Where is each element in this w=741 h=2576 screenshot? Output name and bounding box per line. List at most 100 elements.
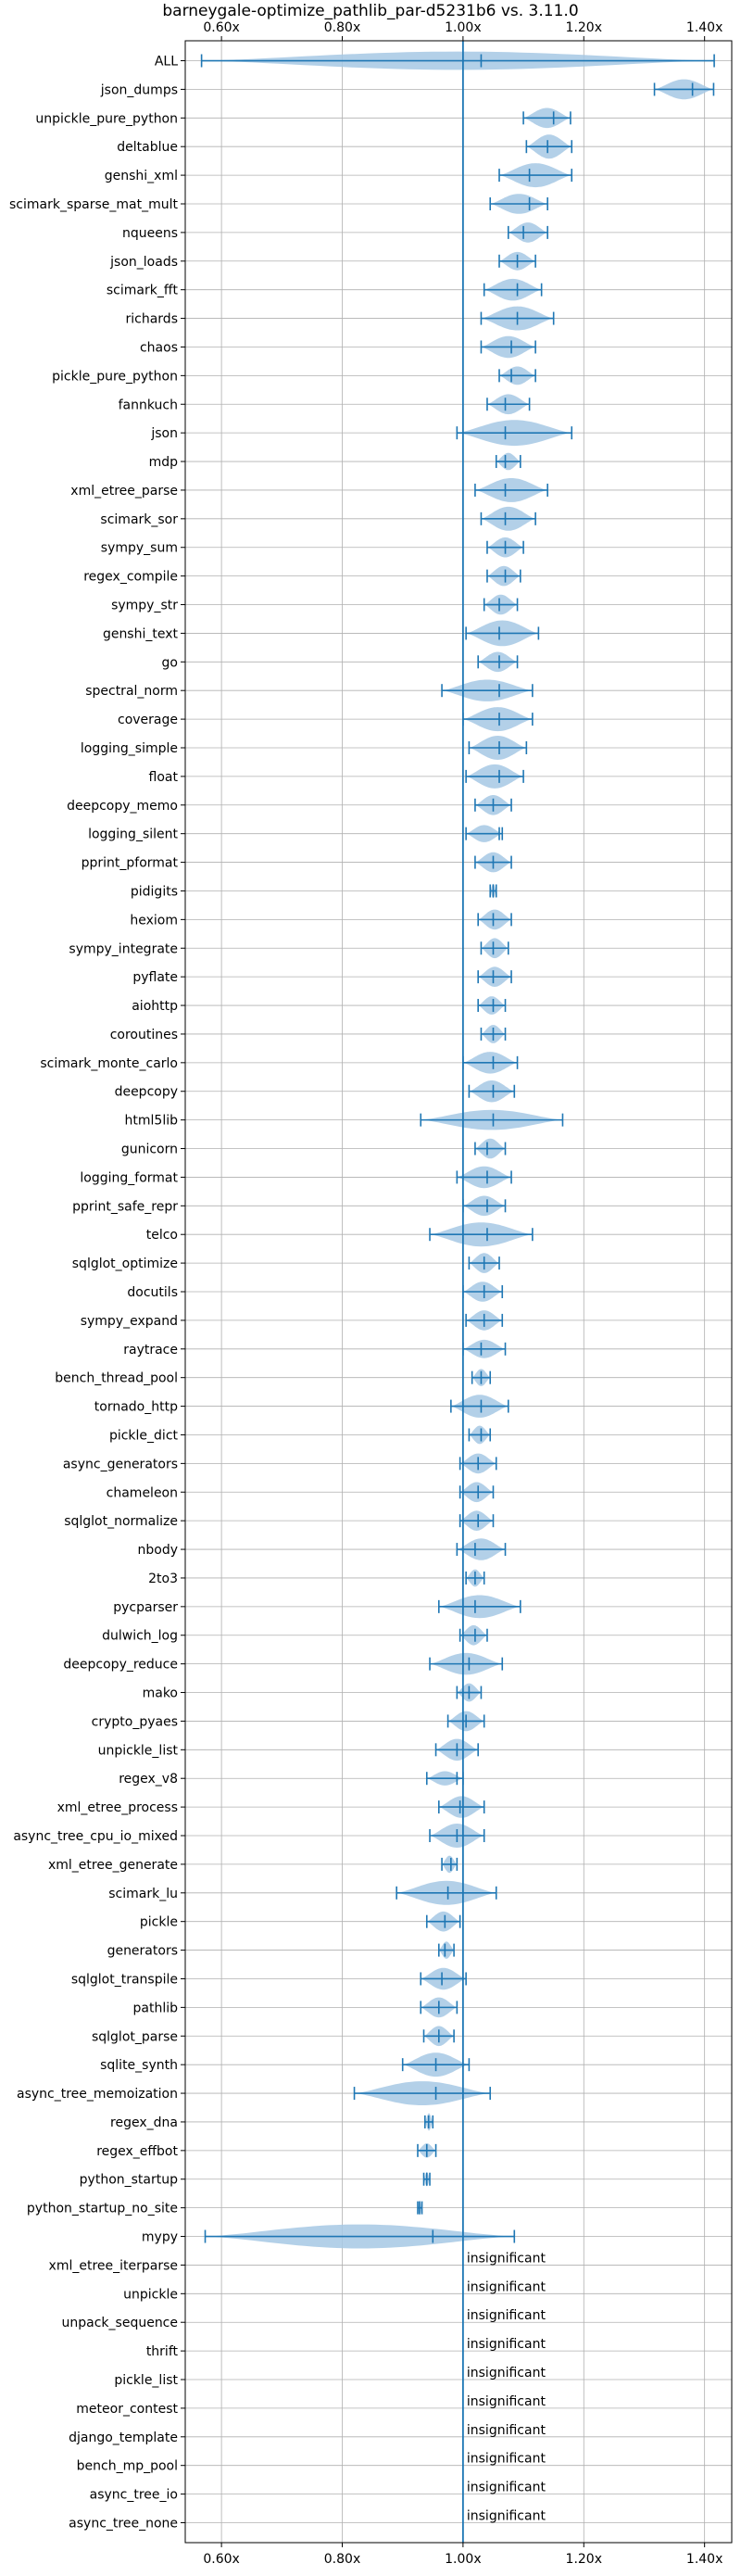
row-label: spectral_norm	[85, 684, 178, 699]
row-label: logging_simple	[81, 741, 178, 756]
insignificant-annotation: insignificant	[467, 2508, 546, 2523]
row-labels: ALL json_dumps unpickle_pure_pythondeltabl…	[9, 55, 178, 2532]
row-label: richards	[126, 312, 179, 327]
row-label: pycparser	[113, 1600, 178, 1615]
chart-title: barneygale-optimize_pathlib_par-d5231b6 …	[162, 2, 578, 20]
row-label: thrift	[146, 2344, 179, 2359]
row-label: regex_effbot	[96, 2144, 178, 2159]
row-label: unpickle	[123, 2287, 178, 2302]
row-label: chaos	[140, 340, 178, 355]
x-tick-label-top: 0.60x	[203, 20, 239, 35]
row-label: sympy_expand	[81, 1314, 178, 1329]
x-tick-label-bottom: 1.20x	[566, 2552, 602, 2567]
row-label: raytrace	[123, 1343, 178, 1357]
row-label: unpickle_pure_python	[35, 111, 178, 126]
row-label: dulwich_log	[102, 1629, 178, 1644]
row-label: ALL	[155, 55, 178, 69]
row-label: sqlglot_parse	[92, 2029, 178, 2044]
row-label: async_tree_cpu_io_mixed	[13, 1829, 178, 1844]
insignificant-annotation: insignificant	[467, 2366, 546, 2380]
row-label: html5lib	[125, 1114, 179, 1129]
insignificant-annotation: insignificant	[467, 2337, 546, 2352]
row-label: scimark_fft	[107, 284, 179, 298]
row-label: async_generators	[63, 1457, 178, 1471]
row-label: pickle_pure_python	[52, 369, 178, 384]
row-label: mypy	[142, 2230, 178, 2245]
row-label: sqlite_synth	[100, 2058, 178, 2073]
row-label: go	[162, 655, 178, 670]
row-label: sqlglot_normalize	[64, 1514, 178, 1529]
row-label: crypto_pyaes	[92, 1714, 178, 1729]
insignificant-annotation: insignificant	[467, 2394, 546, 2409]
row-label: sympy_str	[111, 599, 178, 613]
row-label: pathlib	[133, 2001, 179, 2015]
row-label: json_dumps	[100, 82, 178, 97]
row-label: xml_etree_iterparse	[49, 2258, 178, 2273]
x-tick-label-top: 0.80x	[324, 20, 360, 35]
row-label: deltablue	[117, 140, 178, 155]
insignificant-annotation: insignificant	[467, 2481, 546, 2495]
row-label: python_startup_no_site	[27, 2202, 178, 2216]
row-label: regex_v8	[119, 1772, 178, 1787]
insignificant-annotation: insignificant	[467, 2452, 546, 2467]
row-label: xml_etree_parse	[70, 484, 178, 499]
row-label: fannkuch	[119, 398, 178, 412]
x-tick-label-top: 1.40x	[686, 20, 722, 35]
row-label: scimark_sparse_mat_mult	[9, 197, 178, 212]
row-label: sqlglot_optimize	[72, 1256, 178, 1271]
x-tick-label-bottom: 1.40x	[686, 2552, 722, 2567]
row-label: scimark_sor	[100, 512, 178, 527]
row-label: django_template	[69, 2431, 178, 2445]
row-label: pidigits	[131, 884, 178, 899]
row-label: regex_compile	[83, 570, 178, 585]
row-label: mako	[143, 1686, 178, 1701]
row-label: scimark_monte_carlo	[40, 1056, 178, 1071]
row-label: xml_etree_generate	[48, 1858, 178, 1873]
row-label: unpickle_list	[98, 1743, 179, 1758]
row-label: nqueens	[122, 226, 178, 241]
row-label: async_tree_memoization	[17, 2087, 178, 2102]
row-label: genshi_text	[103, 626, 179, 641]
insignificant-annotation: insignificant	[467, 2279, 546, 2294]
row-label: logging_silent	[88, 827, 178, 842]
row-label: unpack_sequence	[62, 2316, 178, 2330]
row-label: json_loads	[109, 255, 178, 270]
row-label: sympy_sum	[101, 541, 178, 556]
insignificant-annotation: insignificant	[467, 2423, 546, 2438]
row-label: async_tree_none	[69, 2516, 178, 2531]
row-label: deepcopy	[115, 1085, 178, 1100]
row-label: pickle_list	[114, 2373, 178, 2388]
row-label: 2to3	[148, 1572, 178, 1586]
row-label: coroutines	[110, 1028, 178, 1042]
row-label: coverage	[118, 713, 178, 727]
x-tick-label-top: 1.20x	[566, 20, 602, 35]
x-tick-label-top: 1.00x	[445, 20, 481, 35]
grid-layer	[185, 41, 732, 2543]
row-label: pickle	[140, 1915, 178, 1930]
row-label: chameleon	[107, 1485, 178, 1500]
row-label: telco	[146, 1228, 178, 1243]
row-label: float	[149, 770, 179, 785]
x-tick-label-bottom: 1.00x	[445, 2552, 481, 2567]
row-label: sqlglot_transpile	[71, 1972, 178, 1987]
row-label: pickle_dict	[109, 1428, 179, 1443]
row-label: pprint_safe_repr	[72, 1199, 178, 1214]
insignificant-annotation: insignificant	[467, 2308, 546, 2323]
row-label: hexiom	[130, 913, 178, 928]
row-label: bench_thread_pool	[55, 1371, 178, 1386]
row-label: pprint_pformat	[82, 856, 179, 871]
row-label: regex_dna	[110, 2115, 178, 2130]
row-label: mdp	[149, 455, 179, 470]
row-label: meteor_contest	[76, 2402, 178, 2417]
x-tick-label-bottom: 0.80x	[324, 2552, 360, 2567]
violin-layer: insignificant insignificant insignificant i…	[200, 51, 715, 2523]
row-label: deepcopy_memo	[67, 799, 178, 814]
row-label: gunicorn	[121, 1143, 178, 1157]
row-label: scimark_lu	[108, 1887, 178, 1901]
plot-frame	[184, 40, 733, 2544]
x-axis-ticks: 0.60x 0.60x 0.80x 0.80x 1.00x 1.00x 1.20x 1.20x…	[181, 20, 722, 2567]
row-label: async_tree_io	[90, 2488, 178, 2503]
row-label: bench_mp_pool	[77, 2459, 178, 2474]
x-tick-label-bottom: 0.60x	[203, 2552, 239, 2567]
